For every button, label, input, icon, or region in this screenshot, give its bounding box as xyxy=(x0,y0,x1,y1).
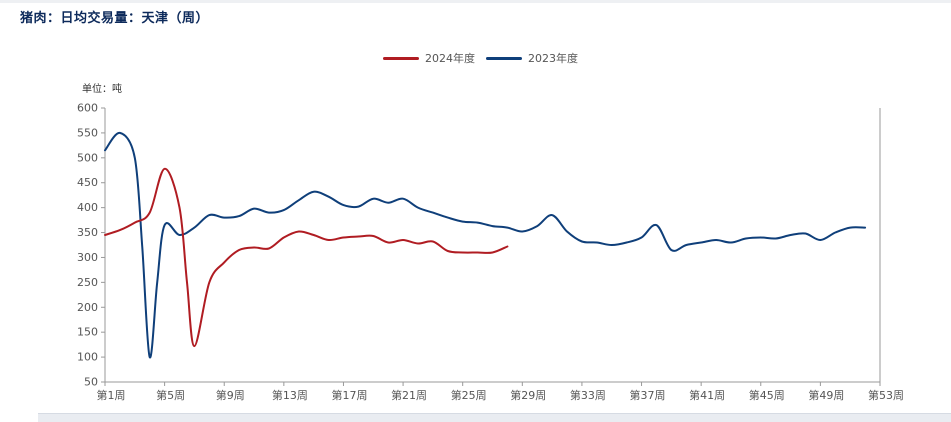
y-tick-label: 350 xyxy=(77,226,98,239)
y-tick-label: 600 xyxy=(77,102,98,115)
legend-item-2024[interactable]: 2024年度 xyxy=(383,50,475,66)
x-tick-label: 第45周 xyxy=(749,388,785,402)
x-tick-label: 第49周 xyxy=(808,388,844,402)
x-tick-label: 第1周 xyxy=(97,388,126,402)
footer-scrollbar[interactable] xyxy=(38,413,951,422)
y-tick-label: 400 xyxy=(77,201,98,214)
y-tick-label: 450 xyxy=(77,176,98,189)
top-rule xyxy=(0,0,951,3)
series-line-2023 xyxy=(104,131,867,359)
x-tick-label: 第29周 xyxy=(510,388,546,402)
legend-swatch-2024 xyxy=(383,56,419,60)
x-tick-label: 第9周 xyxy=(216,388,245,402)
x-tick-label: 第5周 xyxy=(156,388,185,402)
x-tick-label: 第41周 xyxy=(689,388,725,402)
series-line-2024 xyxy=(104,167,509,348)
y-tick-label: 50 xyxy=(84,376,98,389)
y-tick-label: 300 xyxy=(77,251,98,264)
x-tick-label: 第17周 xyxy=(331,388,367,402)
unit-label: 单位：吨 xyxy=(82,84,122,95)
legend-label-2024: 2024年度 xyxy=(425,52,475,65)
y-tick-label: 550 xyxy=(77,126,98,139)
chart-title: 猪肉：日均交易量：天津（周） xyxy=(20,11,210,26)
y-tick-label: 250 xyxy=(77,276,98,289)
x-tick-label: 第33周 xyxy=(570,388,606,402)
y-tick-label: 200 xyxy=(77,301,98,314)
x-tick-label: 第37周 xyxy=(630,388,666,402)
legend-item-2023[interactable]: 2023年度 xyxy=(486,50,578,66)
y-tick-label: 500 xyxy=(77,151,98,164)
x-tick-label: 第13周 xyxy=(272,388,308,402)
legend: 2024年度 2023年度 xyxy=(0,50,951,68)
x-tick-label: 第21周 xyxy=(391,388,427,402)
legend-swatch-2023 xyxy=(486,56,522,60)
y-tick-label: 100 xyxy=(77,351,98,364)
x-tick-label: 第25周 xyxy=(451,388,487,402)
legend-label-2023: 2023年度 xyxy=(528,52,578,65)
x-tick-label: 第53周 xyxy=(868,388,904,402)
y-tick-label: 150 xyxy=(77,326,98,339)
